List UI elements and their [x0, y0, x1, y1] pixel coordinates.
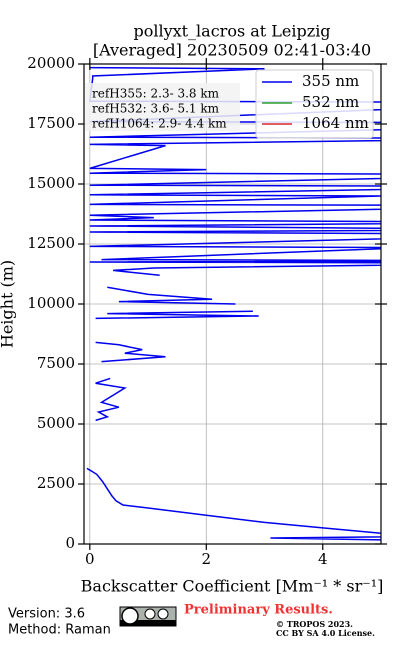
- annotation: refH532: 3.6- 5.1 km: [92, 102, 220, 116]
- plot-area: [86, 66, 381, 541]
- version-text: Version: 3.6: [8, 607, 85, 622]
- y-tick-label: 17500: [27, 114, 75, 132]
- annotation-box: [85, 83, 240, 131]
- annotation: refH355: 2.3- 3.8 km: [92, 87, 220, 101]
- legend-box: [255, 69, 374, 139]
- y-tick-label: 2500: [37, 474, 75, 492]
- y-tick-label: 15000: [27, 174, 75, 192]
- annotation: refH1064: 2.9- 4.4 km: [92, 117, 227, 131]
- x-tick-label: 0: [85, 550, 95, 568]
- chart-title: pollyxt_lacros at Leipzig: [133, 22, 330, 41]
- y-tick-label: 5000: [37, 414, 75, 432]
- x-axis-label: Backscatter Coefficient [Mm⁻¹ * sr⁻¹]: [81, 577, 384, 596]
- legend-label: 355 nm: [302, 72, 359, 90]
- series-line: [86, 66, 381, 541]
- y-axis-label: Height (m): [0, 260, 17, 348]
- x-tick-label: 2: [202, 550, 212, 568]
- chart-subtitle: [Averaged] 20230509 02:41-03:40: [93, 41, 371, 60]
- method-text: Method: Raman: [8, 623, 111, 638]
- x-tick-label: 4: [318, 550, 328, 568]
- y-tick-label: 0: [65, 534, 75, 552]
- y-tick-label: 12500: [27, 234, 75, 252]
- cc-logo: [119, 606, 177, 627]
- preliminary-text: Preliminary Results.: [184, 603, 333, 618]
- overlay: 0 2500 5000 7500 10000 12500 15000 17500 20000 0 2…: [27, 54, 387, 568]
- legend-label: 1064 nm: [302, 114, 369, 132]
- legend-label: 532 nm: [302, 93, 359, 111]
- y-tick-label: 20000: [27, 54, 75, 72]
- y-tick-label: 7500: [37, 354, 75, 372]
- license-text: CC BY SA 4.0 License.: [276, 628, 375, 638]
- copyright-text: © TROPOS 2023.: [276, 619, 353, 629]
- y-tick-label: 10000: [27, 294, 75, 312]
